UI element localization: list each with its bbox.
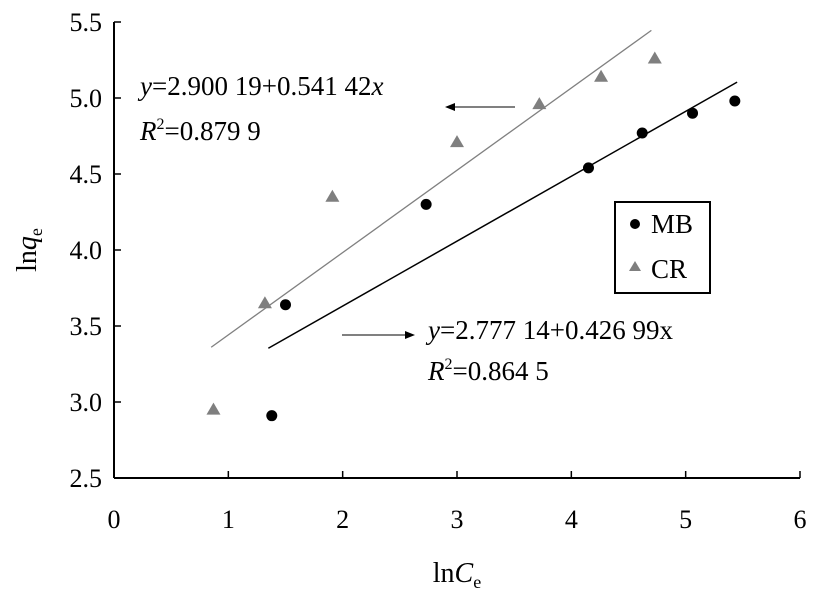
legend-box [614, 201, 711, 294]
cr-r2-r: R [139, 116, 157, 146]
mb-point-0 [266, 410, 278, 422]
mb-equation-body: =2.777 14+0.426 99x [440, 315, 673, 345]
mb-equation-y: y [425, 315, 440, 345]
mb-point-2 [420, 198, 432, 210]
legend-mb-label: MB [651, 209, 693, 239]
mb-r2-r: R [427, 356, 445, 386]
x-axis-title-main: ln [433, 558, 455, 589]
cr-equation-body: =2.900 19+0.541 42 [152, 71, 371, 101]
cr-point-1 [257, 296, 272, 309]
y-tick-label-6: 5.5 [70, 8, 103, 37]
fit-line-mb [267, 81, 738, 349]
mb-point-6 [729, 95, 741, 107]
x-axis-title-var: C [455, 558, 474, 589]
x-axis-title: lnCe [433, 558, 481, 589]
mb-r2-sup: 2 [445, 356, 453, 373]
y-tick-label-5: 5.0 [70, 84, 103, 113]
legend-cr-marker [629, 261, 641, 271]
x-tick-label-0: 0 [108, 505, 121, 534]
fit-lines [210, 29, 738, 349]
x-tick-label-5: 5 [679, 505, 692, 534]
data-points [206, 51, 741, 422]
cr-equation-y: y [137, 71, 152, 101]
legend: MB CR [614, 201, 711, 294]
y-axis-title-sub: e [26, 228, 46, 236]
mb-r2: R2=0.864 5 [427, 356, 549, 386]
cr-equation-x: x [370, 71, 383, 101]
y-tick-label-4: 4.5 [70, 160, 103, 189]
cr-point-5 [594, 69, 609, 82]
legend-cr-label: CR [651, 254, 687, 284]
mb-point-5 [687, 107, 699, 119]
y-tick-label-0: 2.5 [70, 464, 103, 493]
mb-equation: y=2.777 14+0.426 99x [425, 315, 673, 345]
y-axis-title: lnqe [12, 228, 46, 272]
cr-r2: R2=0.879 9 [139, 116, 261, 146]
x-tick-label-4: 4 [565, 505, 578, 534]
x-axis-title-sub: e [473, 572, 481, 589]
cr-equation: y=2.900 19+0.541 42x [137, 71, 383, 101]
y-axis-title-main: ln [12, 250, 43, 272]
y-tick-label-3: 4.0 [70, 236, 103, 265]
x-ticks: 0 1 2 3 4 5 6 [108, 471, 807, 534]
y-ticks: 2.5 3.0 3.5 4.0 4.5 5.0 5.5 [70, 8, 121, 493]
x-tick-label-3: 3 [451, 505, 464, 534]
x-tick-label-1: 1 [222, 505, 235, 534]
mb-r2-eq: =0.864 5 [453, 356, 549, 386]
x-tick-label-6: 6 [794, 505, 807, 534]
cr-point-3 [450, 135, 464, 148]
fit-line-cr [210, 29, 652, 348]
mb-point-1 [280, 299, 291, 311]
cr-r2-eq: =0.879 9 [165, 116, 261, 146]
y-axis-title-var: q [12, 236, 43, 250]
cr-point-4 [532, 97, 547, 110]
cr-r2-sup: 2 [157, 116, 165, 133]
x-tick-label-2: 2 [336, 505, 349, 534]
y-tick-label-2: 3.5 [70, 312, 103, 341]
cr-point-0 [206, 402, 221, 415]
cr-point-6 [647, 51, 662, 64]
mb-point-3 [582, 162, 594, 174]
legend-mb-marker [630, 219, 640, 229]
mb-point-4 [636, 127, 648, 139]
y-tick-label-1: 3.0 [70, 388, 103, 417]
cr-point-2 [325, 189, 340, 202]
